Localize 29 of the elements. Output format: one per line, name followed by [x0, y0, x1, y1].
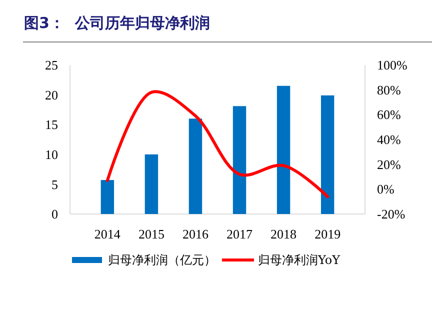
bar [232, 106, 246, 214]
y-tick-label: 25 [45, 58, 58, 73]
y2-tick-label: 0% [377, 182, 394, 197]
chart-title: 图3： 公司历年归母净利润 [24, 14, 210, 32]
y2-tick-label: 100% [377, 58, 408, 73]
y-tick-label: 0 [52, 206, 58, 222]
x-tick-label: 2015 [138, 226, 164, 242]
y-tick-label: 5 [52, 176, 58, 192]
x-tick-label: 2019 [314, 226, 341, 242]
x-tick-label: 2018 [270, 226, 297, 242]
y2-tick-label: 20% [377, 156, 401, 172]
legend-label: 归母净利润YoY [258, 253, 342, 268]
y-tick-label: 20 [45, 87, 58, 102]
bar [276, 86, 290, 214]
y2-tick-label: 60% [377, 107, 401, 122]
y2-tick-label: 80% [377, 82, 401, 98]
legend-label: 归母净利润（亿元） [108, 253, 216, 268]
x-tick-label: 2017 [226, 226, 254, 242]
y2-tick-label: 40% [377, 132, 401, 148]
bar [188, 118, 202, 214]
y-tick-label: 10 [45, 146, 58, 162]
x-tick-label: 2014 [94, 226, 121, 242]
bar [144, 154, 158, 214]
y-tick-label: 15 [45, 117, 58, 132]
x-tick-label: 2016 [182, 226, 209, 242]
line-series [106, 90, 330, 198]
y2-tick-label: -20% [377, 206, 406, 222]
bar [320, 95, 334, 214]
bar [100, 180, 114, 214]
